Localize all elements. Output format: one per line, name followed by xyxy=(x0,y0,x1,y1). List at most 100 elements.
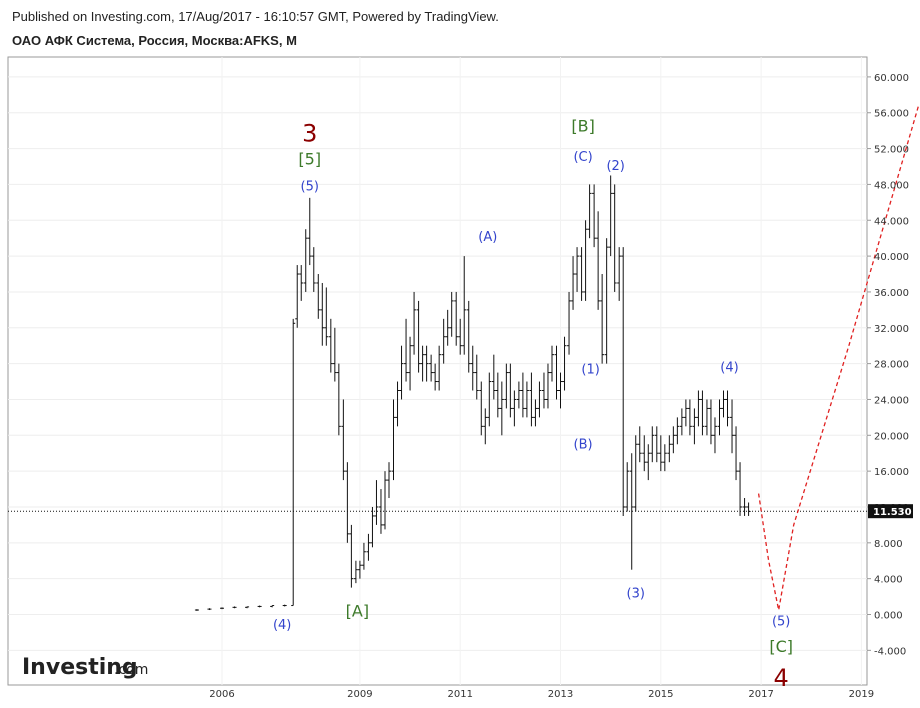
ohlc-bar xyxy=(257,605,262,608)
logo-brand: Investing xyxy=(22,655,138,680)
ohlc-bar xyxy=(320,282,325,346)
ohlc-bar xyxy=(424,345,429,382)
ohlc-bar xyxy=(391,399,396,481)
ohlc-bar xyxy=(520,372,525,418)
y-tick-label: 40.000 xyxy=(874,252,909,263)
ohlc-bar xyxy=(571,256,576,310)
wave-label: [5] xyxy=(298,150,321,169)
y-tick-label: 20.000 xyxy=(874,431,909,442)
ohlc-bar xyxy=(633,435,638,512)
ohlc-bar xyxy=(474,354,479,400)
wave-label: 4 xyxy=(774,664,789,692)
ohlc-bar xyxy=(537,381,542,418)
y-tick-label: 32.000 xyxy=(874,324,909,335)
ohlc-bar xyxy=(671,426,676,454)
ohlc-bar xyxy=(495,372,500,418)
ohlc-bar xyxy=(412,291,417,355)
y-tick-label: 56.000 xyxy=(874,109,909,120)
y-tick-label: 44.000 xyxy=(874,216,909,227)
ohlc-bar xyxy=(592,184,597,248)
ohlc-bar xyxy=(295,265,300,328)
ohlc-bar xyxy=(683,399,688,427)
ohlc-bar xyxy=(299,265,304,301)
ohlc-bar xyxy=(361,542,366,570)
wave-label: (A) xyxy=(478,230,497,245)
ohlc-bar xyxy=(508,363,513,418)
ohlc-bar xyxy=(579,247,584,301)
ohlc-bar xyxy=(408,336,413,391)
ohlc-bar xyxy=(596,211,601,310)
x-tick-label: 2013 xyxy=(548,689,573,700)
ohlc-bar xyxy=(533,399,538,427)
ohlc-bar xyxy=(529,372,534,427)
wave-label: (4) xyxy=(720,361,738,376)
ohlc-bar xyxy=(629,453,634,570)
ohlc-bar xyxy=(541,372,546,409)
ohlc-bar xyxy=(499,381,504,436)
ohlc-bar xyxy=(462,256,467,355)
wave-label: (3) xyxy=(627,586,645,601)
ohlc-bar xyxy=(429,354,434,382)
ohlc-bar xyxy=(470,345,475,391)
ohlc-bar xyxy=(441,318,446,364)
ohlc-bar xyxy=(604,238,609,364)
ohlc-bar xyxy=(704,399,709,436)
ohlc-bar xyxy=(667,435,672,463)
ohlc-bar xyxy=(445,309,450,346)
wave-label: (5) xyxy=(301,180,319,195)
ohlc-bar xyxy=(621,247,626,516)
ohlc-bar xyxy=(662,444,667,472)
y-axis-ticks: 60.000 56.000 52.000 48.000 44.000 40.000 36.0… xyxy=(867,73,909,657)
ohlc-bar xyxy=(491,354,496,400)
x-tick-label: 2011 xyxy=(447,689,472,700)
ohlc-bar xyxy=(328,318,333,373)
wave-label: [B] xyxy=(571,117,594,136)
ohlc-bar xyxy=(303,229,308,292)
ohlc-bar xyxy=(692,408,697,445)
ohlc-bar xyxy=(332,327,337,382)
ohlc-bar xyxy=(458,318,463,355)
ohlc-bar xyxy=(336,363,341,436)
ohlc-bar xyxy=(437,345,442,391)
projection-line xyxy=(757,103,920,611)
ohlc-bar xyxy=(487,372,492,427)
projection-path xyxy=(757,103,920,611)
y-tick-label: 28.000 xyxy=(874,360,909,371)
ohlc-bar xyxy=(245,606,250,609)
ohlc-bar xyxy=(637,426,642,463)
ohlc-bar xyxy=(479,381,484,436)
wave-label: (2) xyxy=(606,159,624,174)
wave-label: [A] xyxy=(346,601,369,620)
ohlc-bar xyxy=(291,318,296,607)
y-tick-label: 48.000 xyxy=(874,180,909,191)
ohlc-bar xyxy=(512,390,517,427)
ohlc-bar xyxy=(708,399,713,445)
investing-logo: Investing .com xyxy=(22,655,148,680)
ohlc-bar xyxy=(742,498,747,516)
ohlc-bar xyxy=(466,300,471,373)
ohlc-bar xyxy=(554,345,559,400)
y-tick-label: 52.000 xyxy=(874,145,909,156)
ohlc-bar xyxy=(404,318,409,382)
ohlc-bar xyxy=(654,426,659,463)
ohlc-bar xyxy=(712,417,717,454)
x-axis-ticks: 20062009201120132015201720192021 xyxy=(209,689,874,700)
logo-suffix: .com xyxy=(114,662,148,678)
ohlc-bar xyxy=(746,502,751,516)
ohlc-bar xyxy=(366,533,371,561)
y-tick-label: 8.000 xyxy=(874,539,903,550)
x-tick-label: 2019 xyxy=(849,689,874,700)
ohlc-bar xyxy=(420,345,425,382)
ohlc-bar xyxy=(721,390,726,418)
ohlc-bar xyxy=(341,399,346,481)
wave-label: (B) xyxy=(574,438,593,453)
ohlc-bar xyxy=(374,480,379,525)
ohlc-bar xyxy=(738,462,743,516)
price-bars xyxy=(194,175,751,611)
ohlc-bar xyxy=(575,247,580,292)
ohlc-bar xyxy=(324,287,329,346)
ohlc-bar xyxy=(642,435,647,472)
y-tick-label: 4.000 xyxy=(874,575,903,586)
ohlc-bar xyxy=(646,444,651,481)
x-tick-label: 2015 xyxy=(648,689,673,700)
